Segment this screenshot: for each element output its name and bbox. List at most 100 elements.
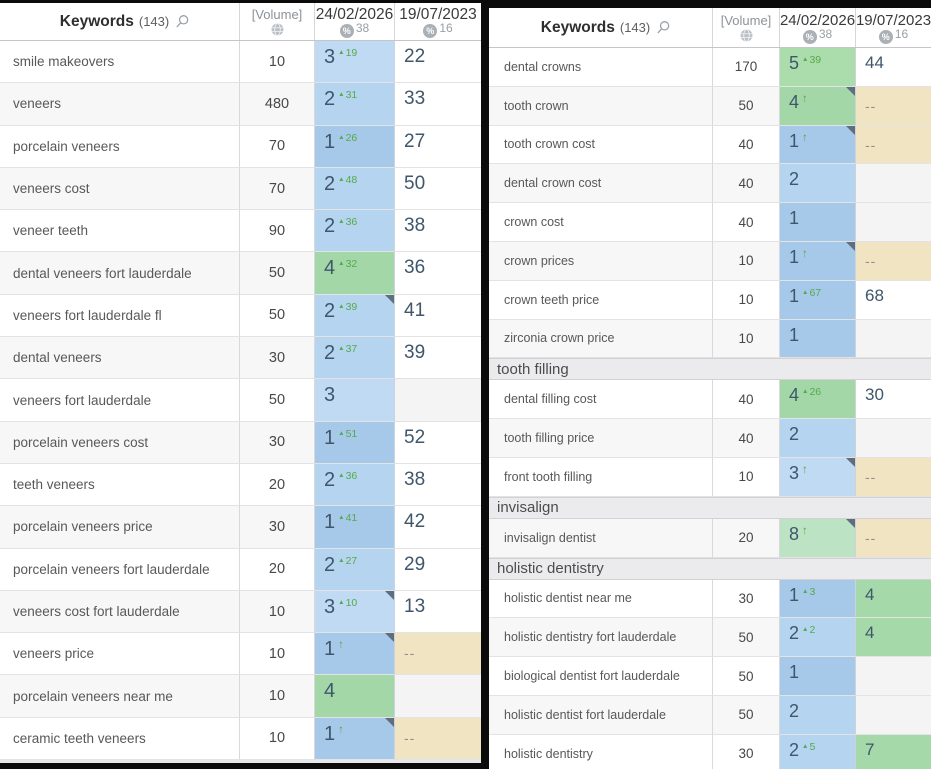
keyword-cell[interactable]: holistic dentistry fort lauderdale	[489, 618, 713, 658]
position-value: 2	[324, 172, 336, 195]
position-change: ↑	[802, 525, 808, 537]
position-cell[interactable]: 1	[780, 203, 856, 242]
keyword-cell[interactable]: veneer teeth	[0, 210, 240, 253]
keyword-cell[interactable]: porcelain veneers	[0, 125, 240, 168]
keyword-cell[interactable]: crown prices	[489, 241, 713, 281]
position-cell[interactable]: 2 ▲ 27	[315, 548, 395, 591]
current-date-column-header[interactable]: 24/02/2026 % 38	[315, 3, 395, 40]
keyword-cell[interactable]: porcelain veneers price	[0, 506, 240, 549]
position-cell[interactable]: 4 ▲ 32	[315, 252, 395, 295]
position-cell[interactable]: 1 ▲ 67	[780, 280, 856, 320]
change-up-triangle-icon: ▲	[802, 56, 809, 63]
keyword-cell[interactable]: dental crown cost	[489, 164, 713, 204]
keyword-cell[interactable]: holistic dentistry	[489, 734, 713, 769]
volume-column-header[interactable]: [Volume]	[240, 3, 315, 40]
position-cell[interactable]: 3 ▲ 10	[315, 590, 395, 634]
keyword-cell[interactable]: dental crowns	[489, 48, 713, 87]
keyword-cell[interactable]: veneers fort lauderdale	[0, 379, 240, 422]
previous-date-column-header[interactable]: 19/07/2023 % 16	[395, 3, 481, 40]
position-cell[interactable]: 3 ▲ 19	[315, 41, 395, 84]
keyword-cell[interactable]: porcelain veneers cost	[0, 421, 240, 464]
keyword-cell[interactable]: biological dentist fort lauderdale	[489, 657, 713, 696]
volume-cell: 480	[240, 83, 315, 126]
keyword-cell[interactable]: holistic dentist fort lauderdale	[489, 695, 713, 735]
keyword-cell[interactable]: veneers fort lauderdale fl	[0, 294, 240, 338]
keyword-cell[interactable]: veneers cost	[0, 167, 240, 211]
keyword-cell[interactable]: veneers price	[0, 633, 240, 676]
keyword-cell[interactable]: tooth filling price	[489, 419, 713, 458]
keyword-cell[interactable]: crown teeth price	[489, 280, 713, 320]
keyword-group-header[interactable]: holistic dentistry	[489, 557, 931, 580]
position-cell[interactable]: 2	[780, 419, 856, 458]
keyword-cell[interactable]: ceramic teeth veneers	[0, 717, 240, 761]
volume-column-header[interactable]: [Volume]	[713, 8, 780, 47]
keyword-cell[interactable]: crown cost	[489, 203, 713, 242]
volume-value: 50	[738, 668, 754, 684]
position-cell[interactable]: 2 ▲ 37	[315, 337, 395, 380]
volume-cell: 50	[713, 86, 780, 126]
keyword-cell[interactable]: front tooth filling	[489, 457, 713, 497]
change-value: 37	[345, 343, 358, 356]
keyword-label: tooth crown	[504, 98, 569, 113]
position-cell[interactable]: 1 ▲ 3	[780, 579, 856, 619]
position-cell[interactable]: 1 ↑	[780, 125, 856, 165]
keyword-label: veneer teeth	[13, 223, 89, 239]
position-cell[interactable]: 4	[315, 675, 395, 718]
volume-cell: 40	[713, 164, 780, 204]
table-body: smile makeovers 10 3 ▲ 19 22 veneers 480…	[0, 41, 481, 761]
position-cell[interactable]: 8 ↑	[780, 518, 856, 558]
keyword-cell[interactable]: dental filling cost	[489, 380, 713, 420]
position-cell[interactable]: 1 ↑	[315, 633, 395, 676]
position-cell[interactable]: 4 ↑	[780, 86, 856, 126]
previous-value: --	[865, 468, 877, 485]
position-cell[interactable]: 1 ▲ 26	[315, 125, 395, 168]
current-date-column-header[interactable]: 24/02/2026 % 38	[780, 8, 856, 47]
keyword-cell[interactable]: zirconia crown price	[489, 319, 713, 359]
keyword-cell[interactable]: veneers cost fort lauderdale	[0, 590, 240, 634]
search-icon[interactable]	[175, 14, 190, 29]
position-change: ▲ 67	[802, 287, 821, 299]
keyword-group-header[interactable]: tooth filling	[489, 358, 931, 381]
keyword-cell[interactable]: tooth crown cost	[489, 125, 713, 165]
position-cell[interactable]: 2 ▲ 5	[780, 734, 856, 769]
position-cell[interactable]: 1	[780, 657, 856, 696]
position-cell[interactable]: 2	[780, 695, 856, 735]
keyword-cell[interactable]: veneers	[0, 83, 240, 126]
position-cell[interactable]: 1	[780, 319, 856, 359]
keyword-label: porcelain veneers fort lauderdale	[13, 561, 210, 577]
keyword-cell[interactable]: smile makeovers	[0, 41, 240, 84]
position-cell[interactable]: 2 ▲ 36	[315, 210, 395, 253]
previous-date-column-header[interactable]: 19/07/2023 % 16	[856, 8, 931, 47]
position-cell[interactable]: 2 ▲ 31	[315, 83, 395, 126]
previous-value: 39	[404, 342, 426, 364]
position-cell[interactable]: 1 ▲ 51	[315, 421, 395, 464]
position-cell[interactable]: 5 ▲ 39	[780, 48, 856, 87]
position-cell[interactable]: 3	[315, 379, 395, 422]
position-cell[interactable]: 1 ↑	[780, 241, 856, 281]
keyword-cell[interactable]: dental veneers fort lauderdale	[0, 252, 240, 295]
position-cell[interactable]: 4 ▲ 26	[780, 380, 856, 420]
position-cell[interactable]: 3 ↑	[780, 457, 856, 497]
position-cell[interactable]: 1 ↑	[315, 717, 395, 761]
keyword-cell[interactable]: invisalign dentist	[489, 518, 713, 558]
keywords-column-header[interactable]: Keywords (143)	[0, 3, 240, 40]
keyword-group-header[interactable]: invisalign	[489, 496, 931, 519]
position-cell[interactable]: 2 ▲ 2	[780, 618, 856, 658]
search-icon[interactable]	[656, 20, 671, 35]
keyword-cell[interactable]: porcelain veneers fort lauderdale	[0, 548, 240, 591]
position-cell[interactable]: 2 ▲ 48	[315, 167, 395, 211]
keyword-cell[interactable]: holistic dentist near me	[489, 579, 713, 619]
previous-cell	[395, 675, 481, 718]
volume-cell: 50	[240, 379, 315, 422]
position-change: ▲ 32	[338, 259, 357, 270]
position-cell[interactable]: 1 ▲ 41	[315, 506, 395, 549]
keyword-cell[interactable]: porcelain veneers near me	[0, 675, 240, 718]
keyword-cell[interactable]: tooth crown	[489, 86, 713, 126]
position-cell[interactable]: 2	[780, 164, 856, 204]
keyword-cell[interactable]: teeth veneers	[0, 463, 240, 507]
keyword-cell[interactable]: dental veneers	[0, 337, 240, 380]
keywords-column-header[interactable]: Keywords (143)	[489, 8, 713, 47]
position-cell[interactable]: 2 ▲ 39	[315, 294, 395, 338]
volume-value: 50	[738, 629, 754, 645]
position-cell[interactable]: 2 ▲ 36	[315, 463, 395, 507]
